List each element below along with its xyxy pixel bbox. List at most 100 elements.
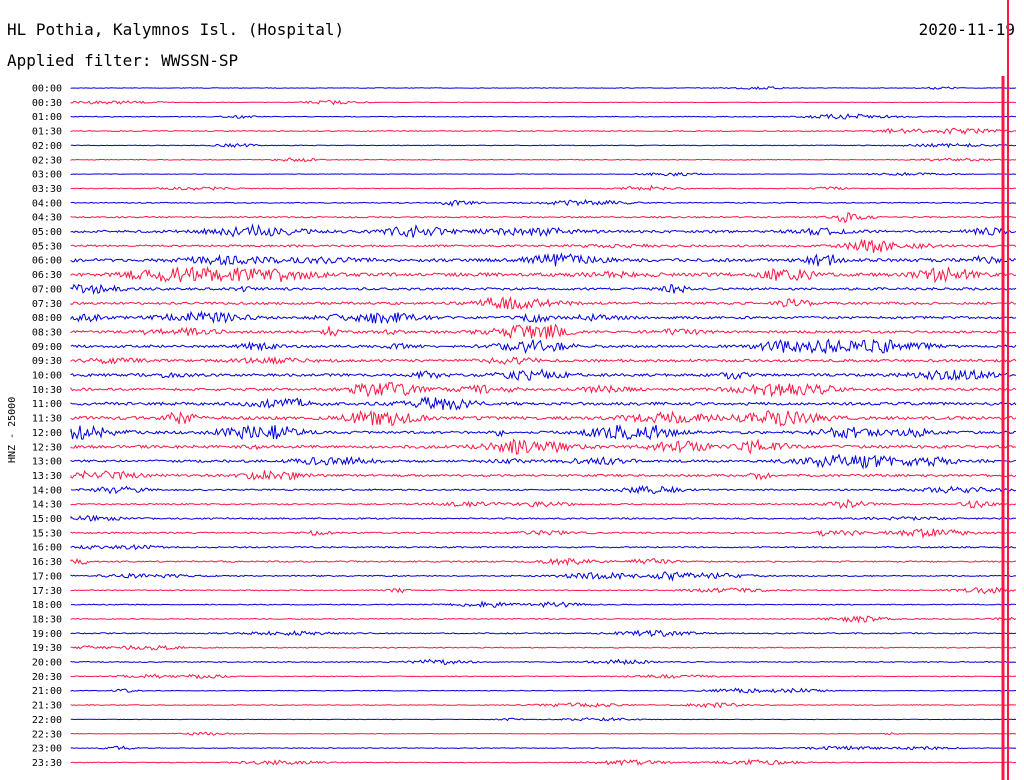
row-tick-label: 16:30 [32,557,62,568]
row-tick-label: 11:30 [32,414,62,425]
filter-label: Applied filter: WWSSN-SP [7,51,239,70]
row-tick-label: 01:00 [32,112,62,123]
trace-line [70,338,1017,355]
row-tick-label: 22:30 [32,729,62,740]
row-tick-label: 15:30 [32,528,62,539]
trace-line [70,171,1016,177]
trace-line [70,484,1017,495]
row-tick-label: 19:00 [32,629,62,640]
trace-line [70,295,1017,310]
row-tick-label: 03:00 [32,170,62,181]
row-tick-label: 04:00 [32,198,62,209]
trace-line [70,409,1017,427]
trace-line [70,514,1016,522]
trace-line [70,702,1017,709]
row-tick-label: 16:00 [32,543,62,554]
row-tick-label: 11:00 [32,399,62,410]
row-tick-label: 22:00 [32,715,62,726]
trace-line [70,381,1017,398]
trace-line [70,142,1017,149]
trace-line [70,528,1017,539]
row-tick-label: 04:30 [32,213,62,224]
trace-line [70,252,1017,267]
row-tick-label: 18:30 [32,614,62,625]
row-tick-label: 14:00 [32,485,62,496]
trace-line [70,355,1017,365]
trace-line [70,745,1017,751]
trace-line [70,184,1017,192]
row-tick-label: 19:30 [32,643,62,654]
trace-line [70,658,1017,666]
trace-line [70,113,1017,120]
row-tick-label: 12:30 [32,442,62,453]
trace-line [70,469,1017,481]
trace-line [70,198,1017,208]
row-tick-label: 18:00 [32,600,62,611]
row-tick-label: 13:00 [32,457,62,468]
trace-line [70,615,1017,624]
trace-line [70,687,1017,694]
trace-line [70,644,1017,651]
trace-line [70,498,1017,510]
trace-line [70,586,1017,595]
trace-line [70,717,1017,722]
row-tick-label: 00:30 [32,98,62,109]
trace-line [70,127,1017,136]
trace-group [70,86,1017,767]
trace-line [70,223,1017,238]
trace-line [70,238,1017,254]
y-axis-label: HNZ - 25000 [7,397,18,463]
trace-line [70,368,1017,382]
station-title: HL Pothia, Kalymnos Isl. (Hospital) [7,20,345,39]
row-tick-label: 03:30 [32,184,62,195]
trace-line [70,212,1017,224]
row-tick-label: 10:30 [32,385,62,396]
row-tick-label: 07:30 [32,299,62,310]
row-tick-label: 17:00 [32,571,62,582]
trace-line [70,424,1017,441]
trace-line [70,758,1017,767]
trace-line [70,557,1017,567]
trace-line [70,453,1017,470]
trace-line [70,157,1017,163]
row-tick-label: 05:00 [32,227,62,238]
trace-line [70,310,1017,325]
row-tick-label: 02:30 [32,155,62,166]
row-tick-label: 21:30 [32,701,62,712]
row-tick-label: 08:30 [32,327,62,338]
row-tick-label: 21:00 [32,686,62,697]
row-tick-label: 09:00 [32,342,62,353]
row-tick-label: 10:00 [32,371,62,382]
trace-line [70,323,1017,340]
row-tick-label: 09:30 [32,356,62,367]
tick-group: 00:00 00:30 01:00 01:30 02:00 02:30 03:00 03:30… [32,84,62,769]
trace-line [70,673,1017,680]
row-tick-label: 12:00 [32,428,62,439]
trace-line [71,600,1017,609]
row-tick-label: 05:30 [32,241,62,252]
row-tick-label: 20:00 [32,658,62,669]
row-tick-label: 20:30 [32,672,62,683]
row-tick-label: 14:30 [32,500,62,511]
row-tick-label: 08:00 [32,313,62,324]
row-tick-label: 17:30 [32,586,62,597]
trace-line [70,629,1017,638]
date-label: 2020-11-19 [918,20,1015,39]
trace-line [70,266,1017,284]
row-tick-label: 23:30 [32,758,62,769]
row-tick-label: 02:00 [32,141,62,152]
row-tick-label: 01:30 [32,127,62,138]
row-tick-label: 23:00 [32,744,62,755]
trace-line [70,283,1017,295]
trace-line [70,395,1017,411]
row-tick-label: 13:30 [32,471,62,482]
trace-line [70,571,1017,582]
trace-line [70,543,1017,550]
row-tick-label: 00:00 [32,84,62,95]
row-tick-label: 07:00 [32,284,62,295]
row-tick-label: 15:00 [32,514,62,525]
trace-line [70,99,1017,106]
trace-line [70,731,1017,736]
trace-line [70,86,1017,90]
